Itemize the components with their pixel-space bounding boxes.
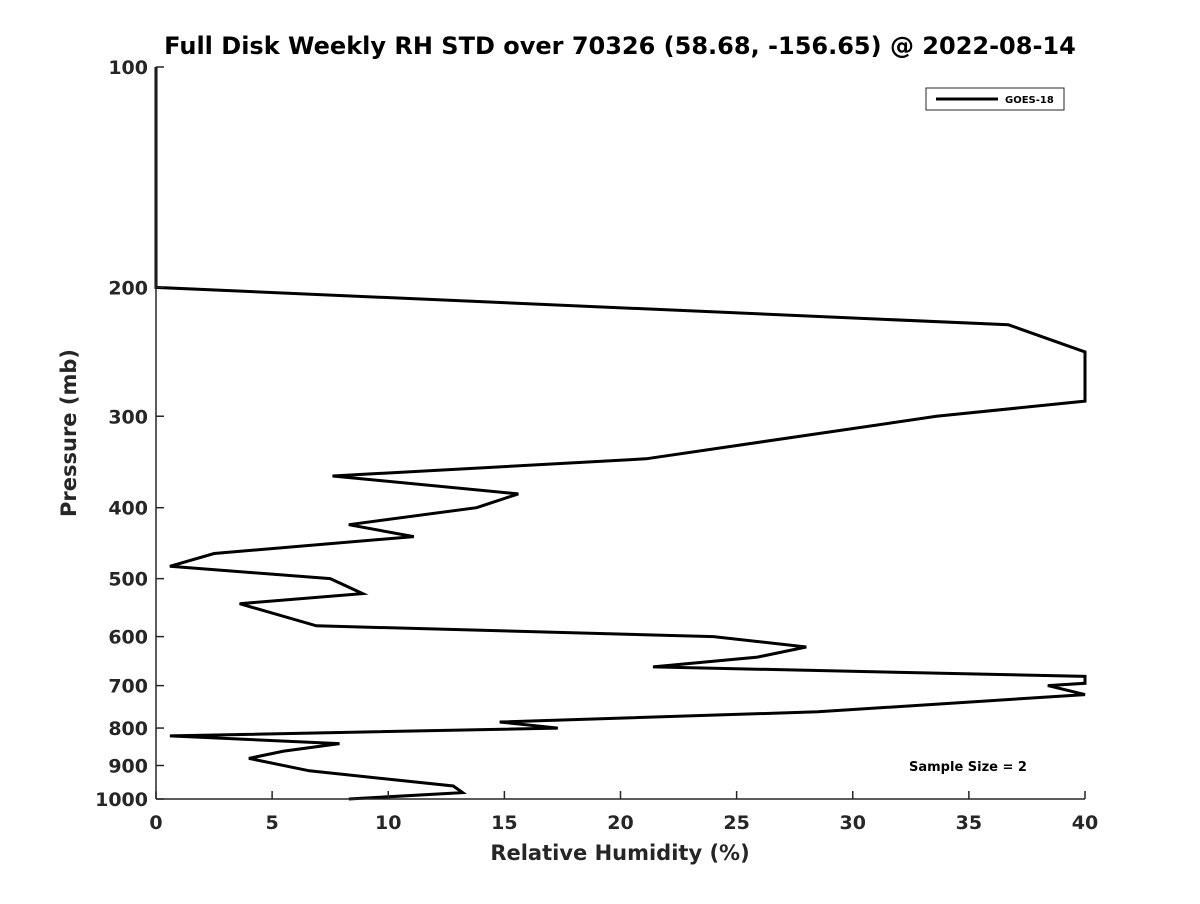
x-tick-label: 5 xyxy=(266,812,279,834)
x-tick-label: 35 xyxy=(956,812,982,834)
y-tick-label: 1000 xyxy=(95,789,148,811)
plot-area xyxy=(154,67,1087,801)
x-tick-label: 30 xyxy=(840,812,866,834)
x-tick-label: 10 xyxy=(375,812,401,834)
x-tick-label: 20 xyxy=(607,812,633,834)
x-tick-label: 25 xyxy=(723,812,749,834)
x-tick-label: 15 xyxy=(491,812,517,834)
x-axis-label: Relative Humidity (%) xyxy=(490,841,749,865)
legend: GOES-18 xyxy=(925,87,1065,111)
series-line-goes-18 xyxy=(154,67,1087,801)
y-tick-label: 100 xyxy=(108,57,148,79)
y-tick-label: 400 xyxy=(108,498,148,520)
chart-title: Full Disk Weekly RH STD over 70326 (58.6… xyxy=(164,32,1076,60)
x-tick-label: 40 xyxy=(1072,812,1098,834)
y-axis-label: Pressure (mb) xyxy=(57,349,81,517)
x-ticks: 0 5 10 15 20 25 30 35 40 xyxy=(149,791,1098,834)
legend-label: GOES-18 xyxy=(1005,95,1054,106)
y-tick-label: 800 xyxy=(108,718,148,740)
y-ticks: 100 200 300 400 500 600 700 800 900 1000 xyxy=(95,57,164,811)
x-tick-label: 0 xyxy=(149,812,162,834)
y-tick-label: 300 xyxy=(108,406,148,428)
sample-size-annotation: Sample Size = 2 xyxy=(909,760,1027,775)
y-tick-label: 900 xyxy=(108,756,148,778)
y-tick-label: 600 xyxy=(108,627,148,649)
y-tick-label: 200 xyxy=(108,277,148,299)
y-tick-label: 700 xyxy=(108,676,148,698)
y-tick-label: 500 xyxy=(108,569,148,591)
